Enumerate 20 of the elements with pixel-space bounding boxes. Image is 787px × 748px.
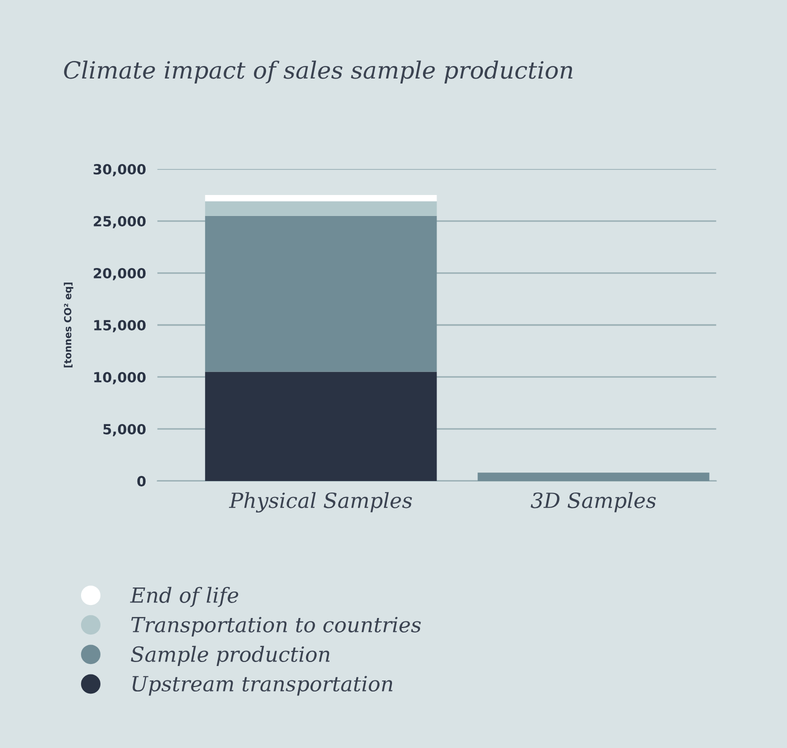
bar — [205, 216, 437, 372]
y-tick-label: 15,000 — [94, 320, 146, 332]
bar — [205, 372, 437, 481]
y-tick-label: 5,000 — [103, 424, 146, 436]
x-tick-label: Physical Samples — [228, 492, 412, 513]
y-tick-label: 30,000 — [94, 164, 146, 176]
legend-label: Sample production — [130, 646, 330, 666]
y-tick-label: 0 — [137, 476, 146, 486]
bar — [205, 195, 437, 202]
chart-title: Climate impact of sales sample production — [64, 60, 572, 84]
bar — [205, 201, 437, 216]
legend-label: Transportation to countries — [131, 616, 421, 637]
legend-label: Upstream transportation — [132, 676, 392, 696]
y-axis-title: [tonnes CO² eq] — [64, 282, 74, 368]
y-tick-label: 20,000 — [94, 268, 146, 280]
x-tick-label: 3D Samples — [530, 492, 656, 512]
bar — [478, 472, 710, 481]
legend-label: End of life — [130, 586, 238, 607]
y-tick-label: 25,000 — [94, 216, 146, 228]
y-tick-label: 10,000 — [94, 372, 146, 384]
